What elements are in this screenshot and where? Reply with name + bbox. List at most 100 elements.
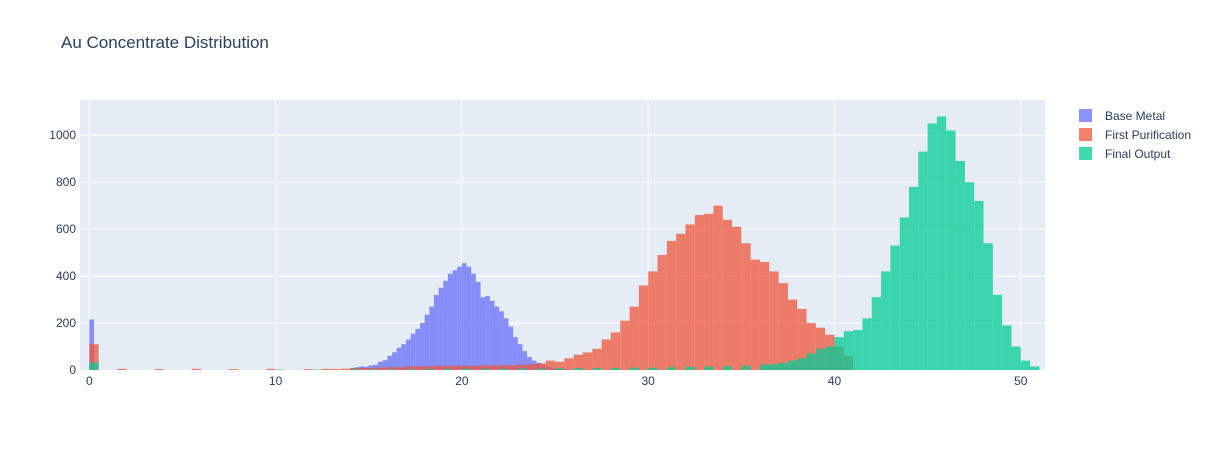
- histogram-bar-base-metal[interactable]: [452, 270, 458, 370]
- histogram-bar-first-purification[interactable]: [797, 308, 807, 370]
- histogram-bar-first-purification[interactable]: [704, 213, 714, 370]
- histogram-bar-first-purification[interactable]: [452, 365, 462, 370]
- histogram-bar-first-purification[interactable]: [378, 367, 388, 370]
- histogram-bar-first-purification[interactable]: [415, 366, 425, 370]
- histogram-bar-base-metal[interactable]: [513, 337, 518, 370]
- histogram-bar-base-metal[interactable]: [489, 300, 495, 370]
- histogram-bar-final-output[interactable]: [918, 151, 928, 370]
- histogram-bar-first-purification[interactable]: [340, 368, 351, 370]
- histogram-bar-final-output[interactable]: [843, 331, 854, 370]
- histogram-bar-first-purification[interactable]: [387, 367, 397, 370]
- histogram-bar-base-metal[interactable]: [406, 339, 411, 370]
- histogram-bar-base-metal[interactable]: [424, 314, 430, 370]
- histogram-bar-first-purification[interactable]: [424, 366, 434, 370]
- histogram-bar-base-metal[interactable]: [475, 281, 481, 370]
- histogram-bar-final-output[interactable]: [871, 297, 882, 370]
- histogram-bar-final-output[interactable]: [974, 200, 984, 370]
- histogram-bar-final-output[interactable]: [946, 130, 956, 370]
- histogram-bar-first-purification[interactable]: [806, 323, 816, 370]
- legend-item-final-output[interactable]: Final Output: [1079, 144, 1191, 163]
- histogram-bar-final-output[interactable]: [890, 245, 900, 370]
- histogram-bar-final-output[interactable]: [666, 367, 677, 370]
- histogram-bar-final-output[interactable]: [797, 358, 807, 370]
- histogram-bar-final-output[interactable]: [499, 368, 509, 370]
- histogram-bar-first-purification[interactable]: [657, 254, 667, 370]
- histogram-bar-first-purification[interactable]: [778, 283, 788, 370]
- histogram-bar-final-output[interactable]: [368, 369, 379, 370]
- histogram-bar-first-purification[interactable]: [89, 344, 99, 370]
- histogram-bar-final-output[interactable]: [350, 369, 360, 370]
- histogram-bar-first-purification[interactable]: [443, 366, 453, 370]
- histogram-bar-final-output[interactable]: [536, 368, 546, 370]
- histogram-bar-first-purification[interactable]: [759, 262, 770, 370]
- histogram-bar-final-output[interactable]: [722, 366, 733, 370]
- histogram-bar-first-purification[interactable]: [489, 365, 500, 370]
- histogram-bar-first-purification[interactable]: [620, 320, 630, 370]
- histogram-bar-first-purification[interactable]: [433, 365, 444, 370]
- histogram-bar-first-purification[interactable]: [154, 369, 164, 370]
- histogram-bar-final-output[interactable]: [610, 367, 621, 370]
- histogram-bar-final-output[interactable]: [834, 337, 844, 370]
- legend-item-base-metal[interactable]: Base Metal: [1079, 106, 1191, 125]
- histogram-bar-final-output[interactable]: [964, 182, 975, 370]
- histogram-bar-base-metal[interactable]: [517, 344, 523, 370]
- histogram-bar-first-purification[interactable]: [676, 233, 686, 370]
- histogram-bar-final-output[interactable]: [927, 123, 937, 370]
- histogram-bar-final-output[interactable]: [759, 364, 770, 370]
- histogram-bar-first-purification[interactable]: [368, 367, 379, 370]
- histogram-bar-final-output[interactable]: [955, 161, 965, 370]
- histogram-bar-base-metal[interactable]: [429, 306, 434, 370]
- histogram-bar-first-purification[interactable]: [741, 243, 751, 370]
- histogram-bar-base-metal[interactable]: [433, 294, 439, 370]
- histogram-bar-first-purification[interactable]: [350, 368, 360, 370]
- histogram-bar-first-purification[interactable]: [517, 364, 528, 370]
- histogram-bar-final-output[interactable]: [89, 362, 99, 370]
- histogram-bar-final-output[interactable]: [741, 365, 751, 370]
- histogram-bar-base-metal[interactable]: [419, 323, 425, 370]
- histogram-bar-first-purification[interactable]: [303, 369, 313, 370]
- histogram-bar-first-purification[interactable]: [322, 368, 332, 370]
- histogram-bar-first-purification[interactable]: [601, 339, 611, 370]
- histogram-bar-base-metal[interactable]: [503, 318, 509, 370]
- histogram-bar-final-output[interactable]: [387, 369, 397, 370]
- histogram-bar-first-purification[interactable]: [555, 361, 565, 370]
- histogram-bar-base-metal[interactable]: [373, 364, 379, 370]
- histogram-bar-first-purification[interactable]: [685, 224, 695, 370]
- histogram-bar-first-purification[interactable]: [732, 226, 742, 370]
- histogram-bar-final-output[interactable]: [899, 217, 910, 370]
- histogram-bar-base-metal[interactable]: [471, 273, 476, 370]
- histogram-bar-final-output[interactable]: [629, 367, 639, 370]
- histogram-bar-final-output[interactable]: [936, 116, 947, 370]
- histogram-bar-first-purification[interactable]: [564, 358, 574, 370]
- histogram-bar-first-purification[interactable]: [666, 240, 677, 370]
- histogram-bar-first-purification[interactable]: [266, 368, 276, 370]
- histogram-bar-first-purification[interactable]: [508, 365, 518, 370]
- histogram-bar-final-output[interactable]: [825, 346, 835, 370]
- histogram-bar-first-purification[interactable]: [629, 306, 639, 370]
- histogram-bar-first-purification[interactable]: [480, 365, 490, 370]
- histogram-bar-first-purification[interactable]: [396, 367, 407, 370]
- histogram-bar-final-output[interactable]: [881, 271, 891, 370]
- histogram-bar-first-purification[interactable]: [331, 369, 341, 370]
- histogram-bar-final-output[interactable]: [704, 366, 714, 370]
- histogram-bar-final-output[interactable]: [480, 368, 490, 370]
- histogram-bar-final-output[interactable]: [769, 364, 779, 370]
- histogram-bar-final-output[interactable]: [1020, 360, 1031, 370]
- histogram-bar-first-purification[interactable]: [461, 365, 472, 370]
- histogram-bar-base-metal[interactable]: [382, 360, 388, 370]
- histogram-bar-final-output[interactable]: [815, 348, 826, 370]
- histogram-bar-base-metal[interactable]: [415, 328, 420, 370]
- histogram-bar-base-metal[interactable]: [401, 344, 407, 370]
- histogram-bar-first-purification[interactable]: [769, 271, 779, 370]
- histogram-bar-final-output[interactable]: [443, 369, 453, 370]
- histogram-bar-first-purification[interactable]: [359, 368, 369, 370]
- histogram-bar-first-purification[interactable]: [787, 299, 798, 370]
- histogram-bar-final-output[interactable]: [806, 353, 816, 370]
- histogram-bar-base-metal[interactable]: [447, 273, 453, 370]
- histogram-bar-base-metal[interactable]: [396, 347, 402, 370]
- histogram-bar-first-purification[interactable]: [722, 219, 733, 370]
- histogram-bar-first-purification[interactable]: [610, 332, 621, 370]
- histogram-bar-final-output[interactable]: [778, 362, 788, 370]
- histogram-bar-final-output[interactable]: [648, 367, 658, 370]
- histogram-bar-final-output[interactable]: [853, 330, 863, 370]
